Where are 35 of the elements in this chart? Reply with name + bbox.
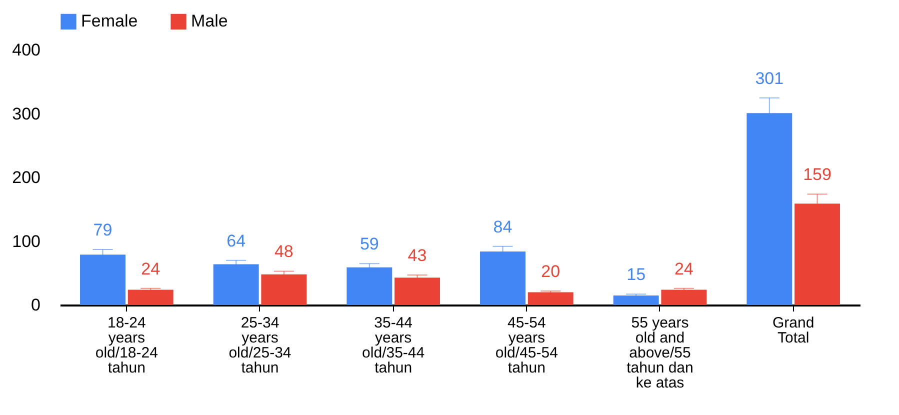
y-tick-label: 100 (12, 232, 40, 251)
bar (746, 113, 792, 305)
data-label: 24 (141, 259, 160, 278)
x-tick-label: 25-34 years old/25-34 tahun (228, 314, 292, 376)
legend-label: Female (81, 12, 138, 31)
legend-label: Male (191, 12, 228, 31)
x-tick-label: 45-54 years old/45-54 tahun (495, 314, 558, 376)
y-tick-label: 300 (12, 104, 40, 124)
y-tick-label: 200 (12, 168, 40, 187)
y-tick-label: 0 (31, 296, 40, 314)
x-tick-label: Grand Total (772, 314, 814, 346)
data-label: 15 (626, 265, 646, 284)
bar (528, 292, 574, 305)
bar (213, 264, 259, 305)
bar (794, 204, 840, 305)
data-label: 43 (408, 246, 427, 266)
bar (80, 254, 126, 305)
bar (346, 267, 392, 305)
x-tick-label: 18-24 years old/18-24 tahun (95, 314, 158, 376)
bar (480, 251, 526, 305)
x-tick-label: 35-44 years old/35-44 tahun (362, 314, 425, 376)
data-label: 84 (493, 217, 512, 236)
bar (261, 274, 307, 305)
bar (613, 295, 659, 305)
data-label: 64 (226, 231, 246, 250)
data-label: 48 (274, 242, 294, 262)
data-label: 159 (803, 165, 832, 184)
data-label: 79 (93, 220, 112, 240)
y-tick-label: 400 (12, 40, 40, 60)
x-tick-label: 55 years old and above/55 tahun dan ke atas (626, 314, 694, 392)
data-label: 20 (541, 262, 560, 281)
data-label: 24 (674, 259, 694, 278)
bar (394, 278, 440, 305)
data-label: 59 (360, 234, 379, 254)
data-label: 301 (755, 68, 784, 88)
